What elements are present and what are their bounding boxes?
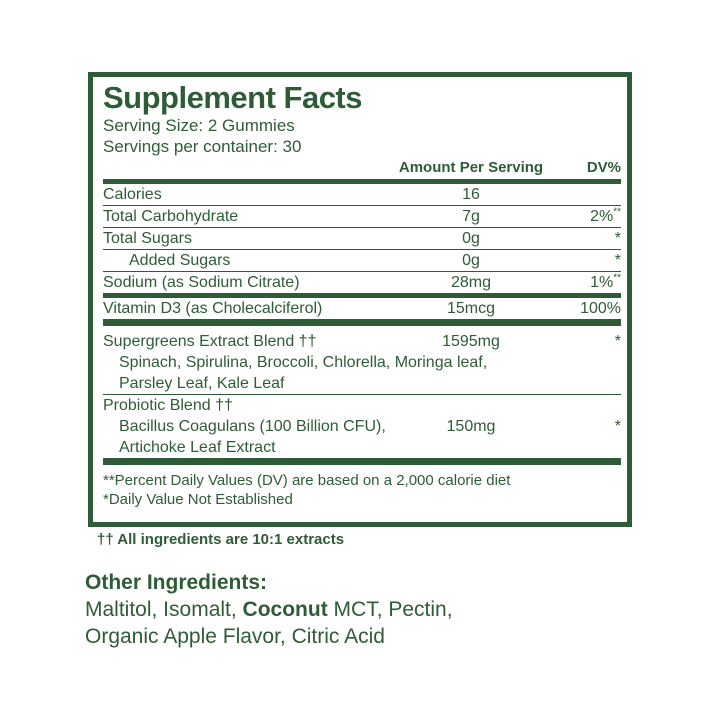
nutrient-name: Calories	[103, 186, 162, 203]
ingredient-text: Organic Apple Flavor, Citric Acid	[85, 625, 385, 648]
other-ingredients-line: Maltitol, Isomalt, Coconut MCT, Pectin,	[85, 596, 453, 623]
nutrient-rows: Calories 16 Total Carbohydrate 7g 2%** Total …	[103, 184, 621, 465]
nutrient-amount: 16	[462, 186, 480, 203]
table-row-line: Calories 16	[103, 184, 621, 205]
table-row: Total Carbohydrate 7g 2%**	[103, 206, 621, 228]
extracts-note: †† All ingredients are 10:1 extracts	[97, 531, 345, 548]
table-row-line: Added Sugars 0g *	[103, 250, 621, 271]
nutrient-amount	[391, 373, 551, 394]
nutrient-name: Probiotic Blend ††	[103, 397, 233, 414]
table-row-line: Vitamin D3 (as Cholecalciferol) 15mcg 100%	[103, 298, 621, 319]
nutrient-dv: *	[614, 230, 621, 247]
nutrient-dv: 2%**	[590, 206, 621, 225]
table-row: Probiotic Blend †† Bacillus Coagulans (10…	[103, 395, 621, 465]
nutrient-name: Parsley Leaf, Kale Leaf	[119, 375, 285, 392]
table-row-line: Total Carbohydrate 7g 2%**	[103, 206, 621, 227]
column-header-row: Amount Per Serving DV%	[103, 159, 621, 184]
nutrient-amount	[391, 395, 551, 416]
column-header-amount: Amount Per Serving	[398, 159, 544, 176]
table-row-line: Total Sugars 0g *	[103, 228, 621, 249]
dv-asterisks: **	[613, 272, 621, 284]
nutrient-dv	[551, 395, 621, 416]
nutrient-amount	[391, 437, 551, 458]
nutrient-name: Sodium (as Sodium Citrate)	[103, 274, 300, 291]
nutrient-amount: 1595mg	[442, 333, 500, 350]
nutrient-dv: *	[614, 418, 621, 435]
table-row: Added Sugars 0g *	[103, 250, 621, 272]
footnote-dv-not-established: *Daily Value Not Established	[103, 491, 293, 508]
nutrient-name: Supergreens Extract Blend ††	[103, 333, 317, 350]
table-row: Sodium (as Sodium Citrate) 28mg 1%**	[103, 272, 621, 298]
nutrient-name: Total Sugars	[103, 230, 192, 247]
footnotes: **Percent Daily Values (DV) are based on…	[103, 465, 621, 517]
nutrient-name: Artichoke Leaf Extract	[119, 439, 276, 456]
nutrient-name: Added Sugars	[129, 252, 231, 269]
nutrient-name: Spinach, Spirulina, Broccoli, Chlorella,…	[119, 354, 488, 371]
nutrient-amount: 28mg	[450, 274, 492, 291]
nutrient-dv: 100%	[580, 300, 621, 317]
column-header-dv: DV%	[586, 159, 621, 176]
nutrient-amount: 150mg	[446, 418, 496, 435]
nutrient-amount: 0g	[462, 252, 480, 269]
ingredient-text: MCT, Pectin,	[327, 598, 453, 621]
nutrient-amount: 0g	[462, 230, 480, 247]
other-ingredients-section: Other Ingredients: Maltitol, Isomalt, Co…	[85, 569, 453, 650]
nutrient-amount: 7g	[462, 208, 480, 225]
nutrient-dv	[551, 184, 621, 205]
table-row-line: Artichoke Leaf Extract	[103, 437, 621, 458]
nutrient-name: Vitamin D3 (as Cholecalciferol)	[103, 300, 323, 317]
other-ingredients-heading: Other Ingredients:	[85, 571, 268, 594]
panel-title: Supplement Facts	[103, 80, 363, 115]
table-row-line: Supergreens Extract Blend †† 1595mg *	[103, 331, 621, 352]
servings-per-container: Servings per container: 30	[103, 137, 302, 156]
nutrient-amount: 15mcg	[446, 300, 496, 317]
nutrient-name: Bacillus Coagulans (100 Billion CFU),	[119, 418, 386, 435]
nutrient-dv: 1%**	[590, 272, 621, 291]
dv-asterisks: **	[613, 206, 621, 218]
table-row-line: Bacillus Coagulans (100 Billion CFU), 150…	[103, 416, 621, 437]
nutrient-dv	[580, 352, 621, 373]
supplement-facts-panel: Supplement Facts Serving Size: 2 Gummies…	[88, 72, 632, 527]
table-row-line: Sodium (as Sodium Citrate) 28mg 1%**	[103, 272, 621, 293]
footnote-dv-basis: **Percent Daily Values (DV) are based on…	[103, 472, 511, 489]
table-row-line: Parsley Leaf, Kale Leaf	[103, 373, 621, 394]
ingredient-text: Coconut	[242, 598, 328, 621]
nutrient-dv	[551, 373, 621, 394]
ingredient-text: Maltitol, Isomalt,	[85, 598, 243, 621]
nutrient-dv: *	[614, 333, 621, 350]
other-ingredients-line: Organic Apple Flavor, Citric Acid	[85, 623, 453, 650]
table-row: Calories 16	[103, 184, 621, 206]
table-row: Supergreens Extract Blend †† 1595mg * Spina…	[103, 326, 621, 395]
serving-size: Serving Size: 2 Gummies	[103, 116, 295, 135]
other-ingredients-list: Maltitol, Isomalt, Coconut MCT, Pectin, O…	[85, 596, 453, 650]
table-row-line: Probiotic Blend ††	[103, 395, 621, 416]
table-row-line: Spinach, Spirulina, Broccoli, Chlorella,…	[103, 352, 621, 373]
nutrient-dv	[551, 437, 621, 458]
nutrient-amount	[487, 352, 580, 373]
nutrient-dv: *	[614, 252, 621, 269]
table-row: Total Sugars 0g *	[103, 228, 621, 250]
nutrient-name: Total Carbohydrate	[103, 208, 239, 225]
table-row: Vitamin D3 (as Cholecalciferol) 15mcg 100%	[103, 298, 621, 326]
